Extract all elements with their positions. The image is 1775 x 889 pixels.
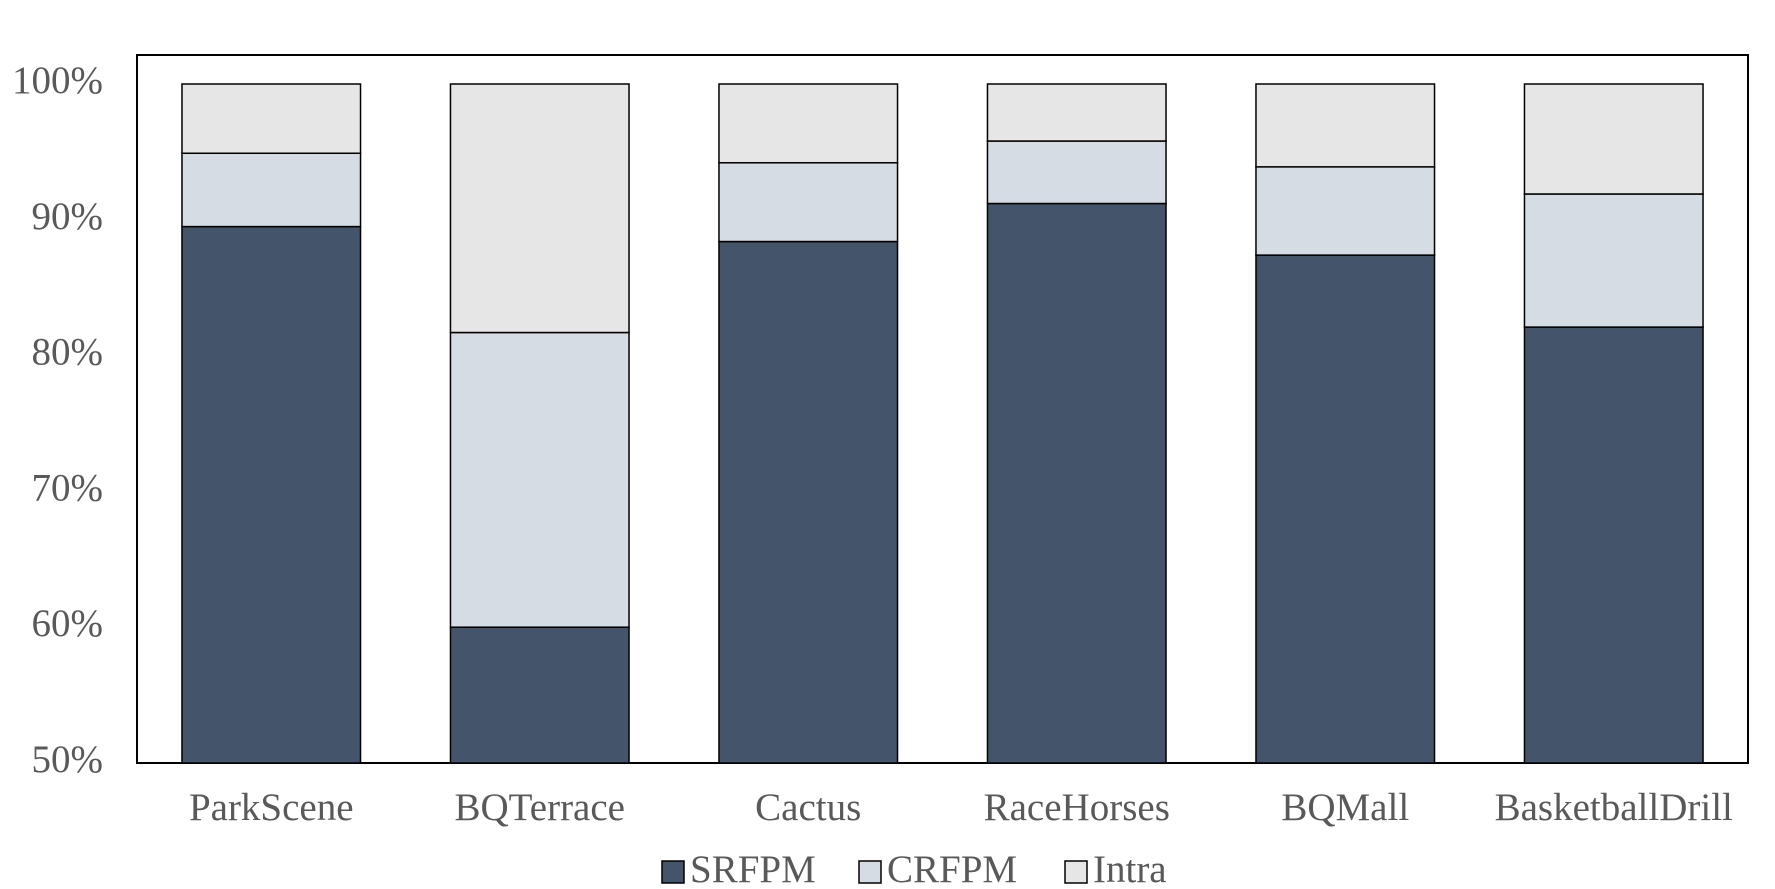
legend-label: Intra [1093,848,1167,889]
bar-segment [181,152,362,228]
bar-segment [1523,83,1704,195]
bar-segment [1523,193,1704,328]
bar-segment [449,83,630,334]
legend-swatch [661,860,685,884]
x-tick-label: BQMall [1281,786,1409,829]
bar-segment [718,240,899,764]
x-tick-label: RaceHorses [984,786,1170,829]
x-tick-label: BQTerrace [455,786,626,829]
y-tick-label: 80% [32,331,104,374]
y-tick-label: 90% [32,195,104,238]
bar-segment [1255,166,1436,256]
bar-segment [181,83,362,155]
legend-label: SRFPM [690,848,816,889]
bar-segment [181,225,362,764]
bar-segment [1255,83,1436,168]
bar-segment [449,626,630,764]
bar-segment [986,202,1167,764]
bar-segment [718,162,899,243]
bar-segment [718,83,899,164]
bar-segment [1523,326,1704,764]
y-tick-label: 70% [32,466,104,509]
x-tick-label: ParkScene [189,786,354,829]
bar-segment [986,83,1167,142]
x-tick-label: BasketballDrill [1495,786,1733,829]
bar-segment [986,140,1167,205]
y-tick-label: 100% [12,59,103,102]
plot-frame [136,54,1749,764]
legend-swatch [858,860,882,884]
legend-swatch [1064,860,1088,884]
x-tick-label: Cactus [755,786,861,829]
legend-label: CRFPM [887,848,1017,889]
bar-segment [1255,254,1436,764]
y-tick-label: 50% [32,738,104,781]
bar-segment [449,331,630,628]
y-tick-label: 60% [32,602,104,645]
